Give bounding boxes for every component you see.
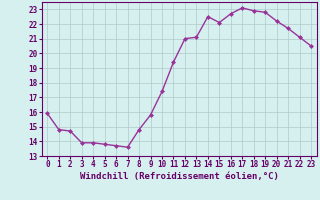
X-axis label: Windchill (Refroidissement éolien,°C): Windchill (Refroidissement éolien,°C) <box>80 172 279 181</box>
